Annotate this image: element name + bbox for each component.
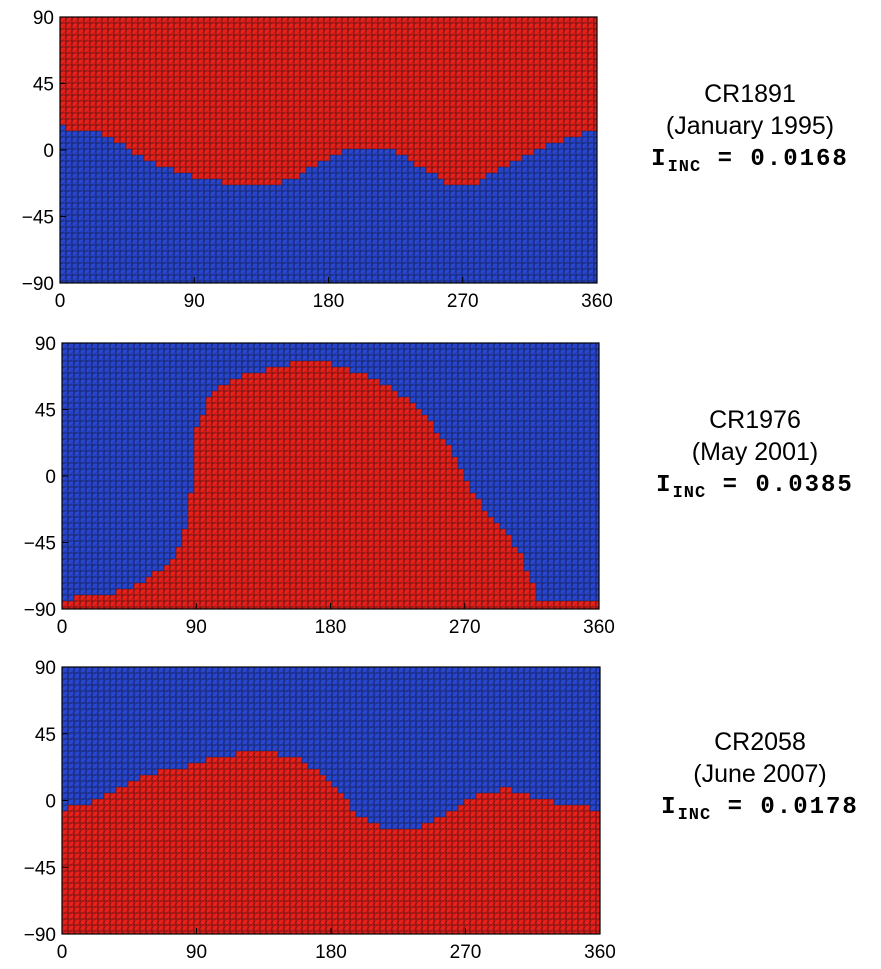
panel-2-map xyxy=(62,343,599,609)
panel-1-annotation: CR1891 (January 1995) IINC = 0.0168 xyxy=(630,78,870,177)
panel-1-inc-label: IINC = 0.0168 xyxy=(630,146,870,177)
panel-3-plot: 0 90 180 270 360 90 45 0 −45 −90 xyxy=(24,658,616,963)
panel-3-inc-label: IINC = 0.0178 xyxy=(640,794,880,825)
panel-3-y-tick-label: −90 xyxy=(24,925,56,946)
panel-2-plot: 0 90 180 270 360 90 45 0 −45 −90 xyxy=(24,334,615,638)
panel-1-x-tick-label: 90 xyxy=(184,291,205,312)
panel-1-x-tick-label: 270 xyxy=(447,291,479,312)
panel-1-x-tick-label: 360 xyxy=(581,291,613,312)
panel-1-y-tick-label: −45 xyxy=(22,208,54,229)
panel-1-inc-symbol: I xyxy=(651,146,668,173)
panel-1-y-tick-label: −90 xyxy=(22,274,54,295)
panel-1-inc-subscript: INC xyxy=(667,157,702,177)
panel-1-cell-grid xyxy=(60,17,597,283)
panel-2-y-tick-label: 45 xyxy=(35,401,56,422)
panel-2-inc-label: IINC = 0.0385 xyxy=(635,472,875,503)
panel-2-x-tick-label: 0 xyxy=(57,617,68,638)
panel-3-x-tick-label: 270 xyxy=(450,942,482,963)
panel-3-x-tick-label: 360 xyxy=(584,942,616,963)
panel-2-cell-diagonals xyxy=(62,343,599,609)
panel-2-x-tick-label: 360 xyxy=(583,617,615,638)
panel-3-map xyxy=(62,667,600,934)
panel-2-y-tick-label: 0 xyxy=(45,467,56,488)
panel-3-annotation: CR2058 (June 2007) IINC = 0.0178 xyxy=(640,726,880,825)
panel-2-inc-subscript: INC xyxy=(672,483,707,503)
panel-1-plot: 0 90 180 270 360 90 45 0 −45 −90 xyxy=(22,8,613,312)
panel-2-region-upper xyxy=(62,343,599,601)
panel-2-annotation: CR1976 (May 2001) IINC = 0.0385 xyxy=(635,404,875,503)
panel-3-inc-symbol: I xyxy=(661,794,678,821)
panel-2-y-tick-label: 90 xyxy=(35,334,56,355)
panel-2-inc-symbol: I xyxy=(656,472,673,499)
panel-1-x-tick-label: 180 xyxy=(313,291,345,312)
panel-1-x-tick-label: 0 xyxy=(55,291,66,312)
panel-3-cr-label: CR2058 xyxy=(714,728,806,756)
panel-1-map xyxy=(60,17,597,283)
panel-2-x-tick-label: 270 xyxy=(449,617,481,638)
panel-1-y-tick-label: 90 xyxy=(33,8,54,29)
panel-2-y-tick-label: −90 xyxy=(24,600,56,621)
panel-1-cr-label: CR1891 xyxy=(704,80,796,108)
panel-3-y-tick-label: 0 xyxy=(45,792,56,813)
panel-3-cell-grid xyxy=(62,667,600,934)
panel-2-x-tick-label: 180 xyxy=(315,617,347,638)
panel-1-y-tick-label: 45 xyxy=(33,75,54,96)
panel-3-y-tick-label: −45 xyxy=(24,858,56,879)
panel-3-date-label: (June 2007) xyxy=(693,760,827,788)
panel-3-y-tick-label: 90 xyxy=(35,658,56,679)
panel-1-y-tick-label: 0 xyxy=(43,141,54,162)
panel-3-x-tick-label: 180 xyxy=(315,942,347,963)
panel-1-inc-value: = 0.0168 xyxy=(717,146,849,173)
panel-3-cell-diagonals xyxy=(62,667,600,934)
panel-3-inc-subscript: INC xyxy=(677,805,712,825)
panel-1-date-label: (January 1995) xyxy=(665,112,835,140)
panel-2-cr-label: CR1976 xyxy=(709,406,801,434)
panel-2-y-tick-label: −45 xyxy=(24,534,56,555)
panel-3-x-tick-label: 90 xyxy=(186,942,207,963)
panel-2-x-tick-label: 90 xyxy=(186,617,207,638)
panel-2-inc-value: = 0.0385 xyxy=(722,472,854,499)
panel-2-cell-grid xyxy=(62,343,599,609)
panel-3-y-tick-label: 45 xyxy=(35,725,56,746)
panel-2-date-label: (May 2001) xyxy=(691,438,819,466)
panel-3-x-tick-label: 0 xyxy=(57,942,68,963)
panel-1-cell-diagonals xyxy=(60,17,597,283)
panel-3-inc-value: = 0.0178 xyxy=(727,794,859,821)
